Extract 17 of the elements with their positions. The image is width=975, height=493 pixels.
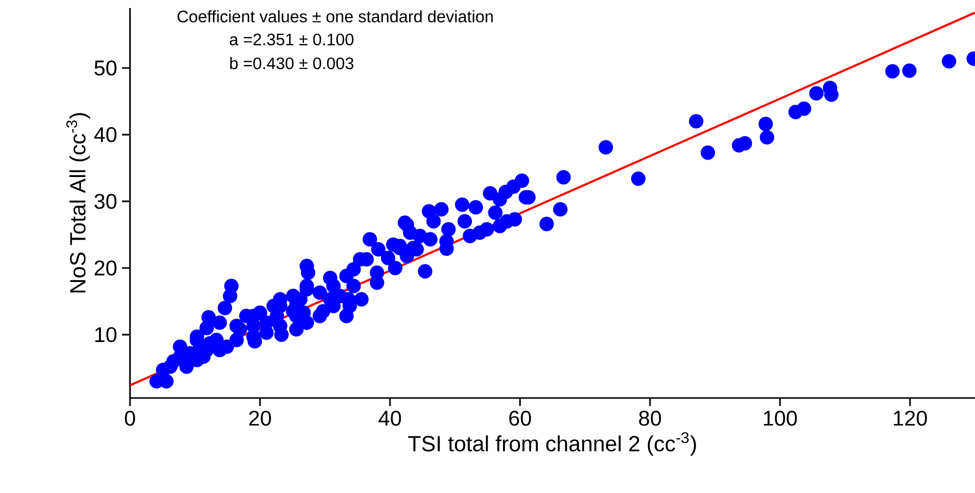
x-tick-label: 20	[249, 410, 271, 426]
y-tick-label: 20	[94, 260, 116, 276]
y-tick-label: 40	[94, 127, 116, 142]
x-tick-label: 60	[509, 410, 531, 426]
x-tick-label: 120	[894, 410, 927, 426]
x-axis-title: TSI total from channel 2 (cc$^{-3}$)	[408, 432, 696, 456]
x-tick-label: 100	[764, 410, 797, 426]
annotation: b =0.430 ± 0.003	[230, 57, 354, 70]
y-tick-label: 10	[95, 327, 116, 342]
y-tick-label: 50	[94, 60, 116, 76]
y-tick-label: 30	[94, 194, 116, 209]
annotation: Coefficient values ± one standard deviation	[178, 10, 493, 22]
x-tick-label: 80	[639, 410, 661, 426]
y-axis-title: NoS Total All (cc$^{-3}$)	[66, 113, 90, 292]
x-tick-label: 40	[378, 410, 401, 426]
annotation: a =2.351 ± 0.100	[230, 34, 354, 46]
x-tick-label: 0	[124, 410, 136, 426]
